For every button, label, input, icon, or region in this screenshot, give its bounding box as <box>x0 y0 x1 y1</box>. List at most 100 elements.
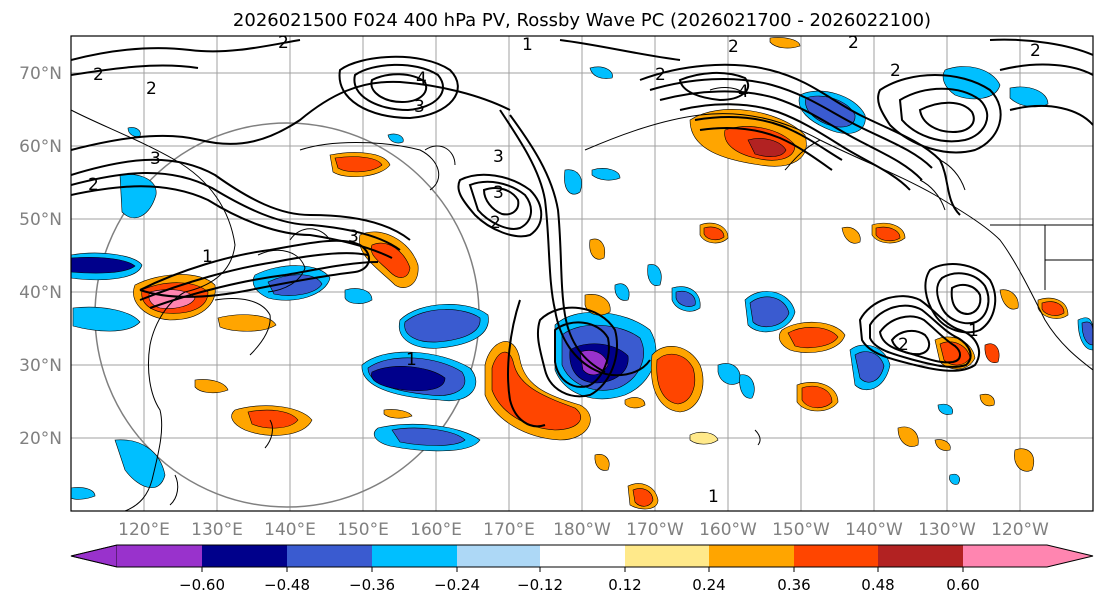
colorbar-tick-label: 0.60 <box>946 576 979 594</box>
map-frame <box>70 35 1094 512</box>
anomaly-blob <box>387 133 404 144</box>
colorbar-segment <box>457 545 540 567</box>
anomaly-blob <box>675 291 696 307</box>
contour-label: 2 <box>278 33 289 53</box>
anomaly-blob <box>71 256 136 274</box>
anomaly-blob <box>875 226 901 242</box>
lon-label: 130°E <box>191 520 243 540</box>
colorbar-tick-label: 0.36 <box>777 576 810 594</box>
colorbar-tick-label: 0.12 <box>608 576 641 594</box>
anomaly-blob <box>787 327 839 348</box>
anomaly-blob <box>624 397 646 409</box>
anomaly-blob <box>589 66 613 79</box>
colorbar-segment <box>794 545 878 567</box>
lon-label: 170°E <box>483 520 535 540</box>
anomaly-blob <box>999 289 1019 310</box>
anomaly-blob <box>564 169 582 195</box>
anomaly-blob <box>614 283 630 301</box>
lat-label: 60°N <box>19 137 62 157</box>
colorbar-segment <box>963 545 1093 567</box>
colorbar-segment <box>878 545 963 567</box>
anomaly-blob <box>749 296 790 328</box>
colorbar-tick-label: 0.24 <box>692 576 725 594</box>
lat-label: 50°N <box>19 210 62 230</box>
anomaly-blob <box>1009 86 1049 108</box>
colorbar-segment <box>709 545 794 567</box>
contour-label: 3 <box>493 147 504 167</box>
anomaly-blob <box>370 243 411 278</box>
colorbar-segment <box>70 544 118 568</box>
contour-label: 2 <box>848 33 859 53</box>
lon-label: 130°W <box>918 520 976 540</box>
colorbar-segment <box>625 545 709 567</box>
anomaly-blob <box>1014 448 1035 472</box>
colorbar-tick-label: −0.48 <box>264 576 310 594</box>
anomaly-blob <box>1041 301 1065 316</box>
colorbar-tick-label: −0.36 <box>349 576 395 594</box>
anomaly-blob <box>937 403 953 415</box>
contour-label: 4 <box>738 82 749 102</box>
lon-label: 140°E <box>264 520 316 540</box>
contour-labels: 2 1 2 2 4 3 2 3 2 1 3 3 2 4 2 2 2 2 2 3 … <box>88 33 1041 507</box>
anomaly-blob <box>841 227 861 244</box>
contour-label: 2 <box>890 61 901 81</box>
anomaly-blob <box>647 264 662 286</box>
lon-label: 140°W <box>845 520 903 540</box>
contour-label: 1 <box>202 247 213 267</box>
lat-label: 20°N <box>19 429 62 449</box>
contour-label: 2 <box>898 335 909 355</box>
colorbar-outline <box>70 544 1094 568</box>
lat-label: 30°N <box>19 356 62 376</box>
anomaly-blob <box>344 288 373 304</box>
anomaly-blob <box>656 353 696 405</box>
contour-label: 2 <box>1030 41 1041 61</box>
pv-contours <box>71 38 1093 428</box>
contour-label: 2 <box>93 65 104 85</box>
anomaly-blob <box>854 351 885 383</box>
contour-label: 1 <box>968 321 979 341</box>
contour-label: 2 <box>490 213 501 233</box>
colorbar-segment <box>117 545 202 567</box>
lon-label: 150°W <box>772 520 830 540</box>
anomaly-blob <box>391 427 466 446</box>
lat-label: 70°N <box>19 64 62 84</box>
anomaly-blob <box>119 174 157 218</box>
figure-title: 2026021500 F024 400 hPa PV, Rossby Wave … <box>233 10 931 31</box>
anomaly-blob <box>747 138 787 157</box>
anomaly-blob <box>801 385 833 409</box>
lon-label: 160°W <box>699 520 757 540</box>
colorbar-segment <box>540 545 625 567</box>
lon-label: 120°W <box>991 520 1049 540</box>
lon-label: 170°W <box>626 520 684 540</box>
anomaly-blob <box>247 409 299 429</box>
lat-label: 40°N <box>19 283 62 303</box>
contour-label: 3 <box>150 149 161 169</box>
contour-label: 1 <box>708 487 719 507</box>
anomaly-blob <box>334 156 383 173</box>
anomaly-blob <box>703 226 725 241</box>
lon-label: 120°E <box>118 520 170 540</box>
lon-label: 180°W <box>553 520 611 540</box>
anomaly-blob <box>404 309 481 343</box>
contour-label: 4 <box>416 69 427 89</box>
lon-label: 150°E <box>337 520 389 540</box>
colorbar-tick-label: −0.60 <box>179 576 225 594</box>
contour-label: 1 <box>522 35 533 55</box>
longitude-labels: 120°E 130°E 140°E 150°E 160°E 170°E 180°… <box>118 520 1049 540</box>
anomaly-blob <box>371 366 446 391</box>
contour-label: 2 <box>655 65 666 85</box>
colorbar-tick-label: 0.48 <box>861 576 894 594</box>
anomaly-blob <box>72 306 141 332</box>
anomaly-blob <box>71 487 96 500</box>
anomaly-blob <box>984 343 1000 363</box>
anomaly-blob <box>949 473 960 485</box>
latitude-labels: 70°N 60°N 50°N 40°N 30°N 20°N <box>19 64 62 449</box>
colorbar-segment <box>287 545 372 567</box>
anomaly-blob <box>114 439 166 489</box>
contour-label: 3 <box>348 227 359 247</box>
anomaly-blob <box>897 426 919 447</box>
colorbar-segment <box>202 545 287 567</box>
anomaly-blob <box>383 409 413 419</box>
colorbar-segment <box>372 545 457 567</box>
